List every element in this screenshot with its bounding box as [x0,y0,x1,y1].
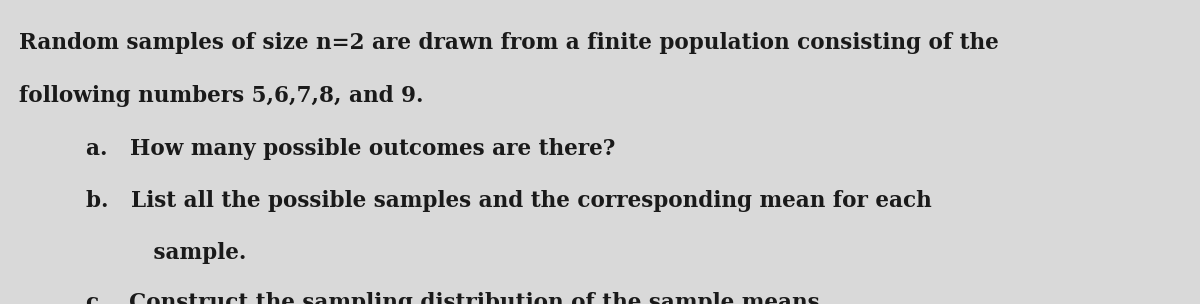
Text: c.   Construct the sampling distribution of the sample means.: c. Construct the sampling distribution o… [86,292,828,304]
Text: Random samples of size n=2 are drawn from a finite population consisting of the: Random samples of size n=2 are drawn fro… [19,32,998,54]
Text: b.   List all the possible samples and the corresponding mean for each: b. List all the possible samples and the… [86,190,932,212]
Text: sample.: sample. [86,242,247,264]
Text: a.   How many possible outcomes are there?: a. How many possible outcomes are there? [86,138,616,160]
Text: following numbers 5,6,7,8, and 9.: following numbers 5,6,7,8, and 9. [19,85,424,107]
